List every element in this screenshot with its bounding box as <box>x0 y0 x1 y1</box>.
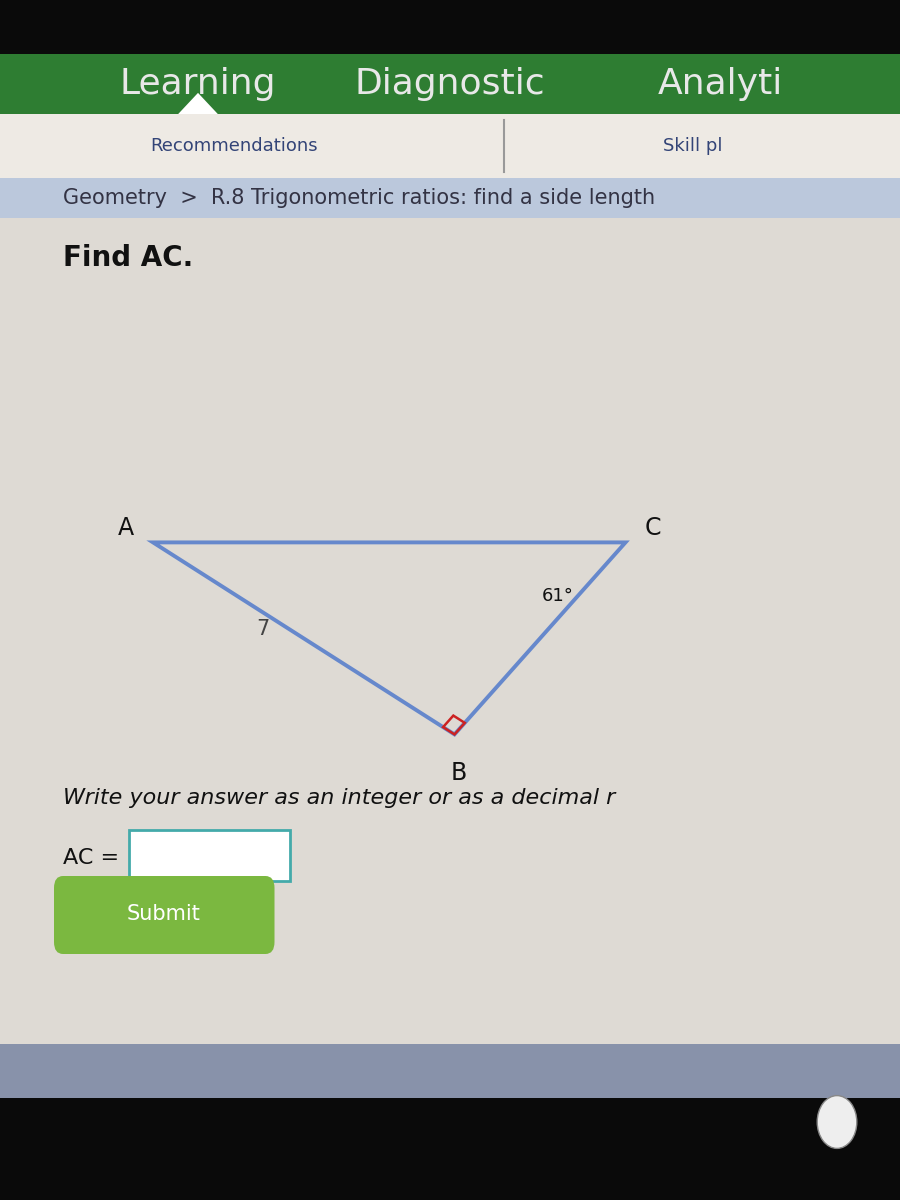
Text: Diagnostic: Diagnostic <box>355 67 545 101</box>
FancyBboxPatch shape <box>0 178 900 218</box>
Text: Submit: Submit <box>127 905 201 924</box>
Text: Find AC.: Find AC. <box>63 244 194 272</box>
Text: Analyti: Analyti <box>657 67 783 101</box>
FancyBboxPatch shape <box>0 114 900 1098</box>
FancyBboxPatch shape <box>129 830 290 881</box>
Text: Skill pl: Skill pl <box>663 137 723 155</box>
FancyBboxPatch shape <box>0 1044 900 1098</box>
Circle shape <box>817 1096 857 1148</box>
Polygon shape <box>178 92 218 114</box>
Text: B: B <box>451 761 467 785</box>
Text: A: A <box>118 516 134 540</box>
Text: C: C <box>644 516 661 540</box>
Text: Recommendations: Recommendations <box>150 137 318 155</box>
Text: AC =: AC = <box>63 848 119 868</box>
FancyBboxPatch shape <box>0 114 900 178</box>
Text: Geometry  >  R.8 Trigonometric ratios: find a side length: Geometry > R.8 Trigonometric ratios: fin… <box>63 188 655 208</box>
Text: Write your answer as an integer or as a decimal r: Write your answer as an integer or as a … <box>63 788 616 808</box>
Text: Learning: Learning <box>120 67 276 101</box>
FancyBboxPatch shape <box>54 876 274 954</box>
FancyBboxPatch shape <box>0 54 900 114</box>
Text: 7: 7 <box>256 619 270 638</box>
Text: 61°: 61° <box>542 587 574 605</box>
